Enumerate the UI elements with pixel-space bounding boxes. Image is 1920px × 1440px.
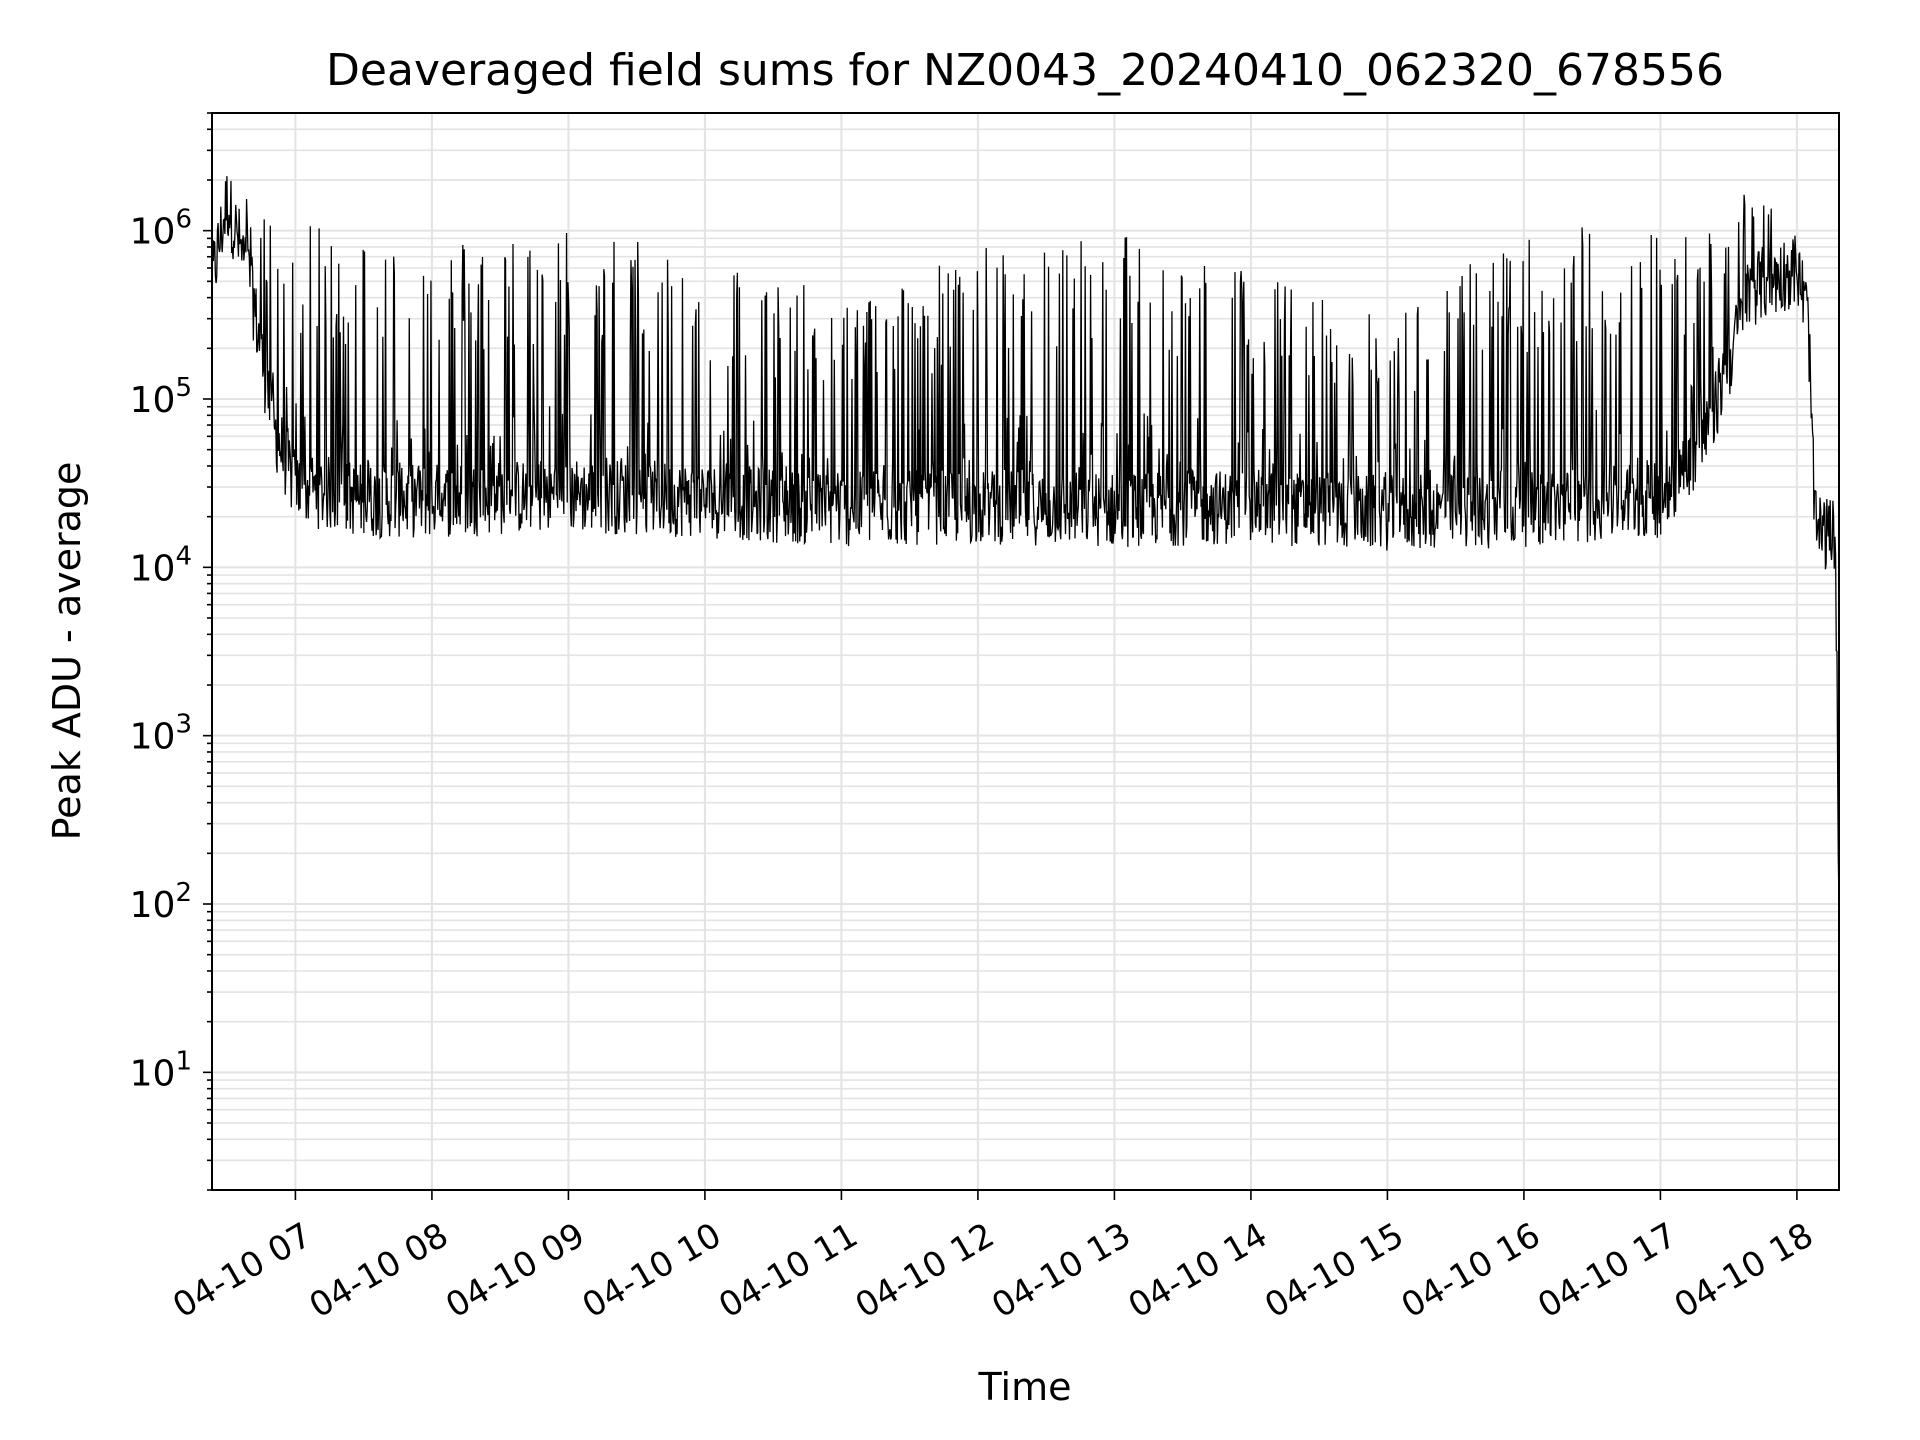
y-tick-label: 103 bbox=[130, 710, 192, 758]
x-axis-label: Time bbox=[978, 1365, 1072, 1409]
y-tick-label: 101 bbox=[130, 1046, 192, 1094]
y-tick-label: 106 bbox=[130, 205, 192, 253]
y-tick-label: 104 bbox=[130, 541, 192, 589]
plot-frame bbox=[211, 112, 1840, 1191]
y-tick-label: 102 bbox=[130, 878, 192, 926]
series-line bbox=[212, 176, 1839, 905]
y-axis: 101 102 103 104 105 106 bbox=[130, 112, 212, 1191]
chart-title: Deaveraged field sums for NZ0043_2024041… bbox=[326, 45, 1724, 96]
series bbox=[212, 176, 1839, 905]
y-axis-label: Peak ADU - average bbox=[45, 462, 89, 841]
y-tick-label: 105 bbox=[130, 373, 192, 421]
